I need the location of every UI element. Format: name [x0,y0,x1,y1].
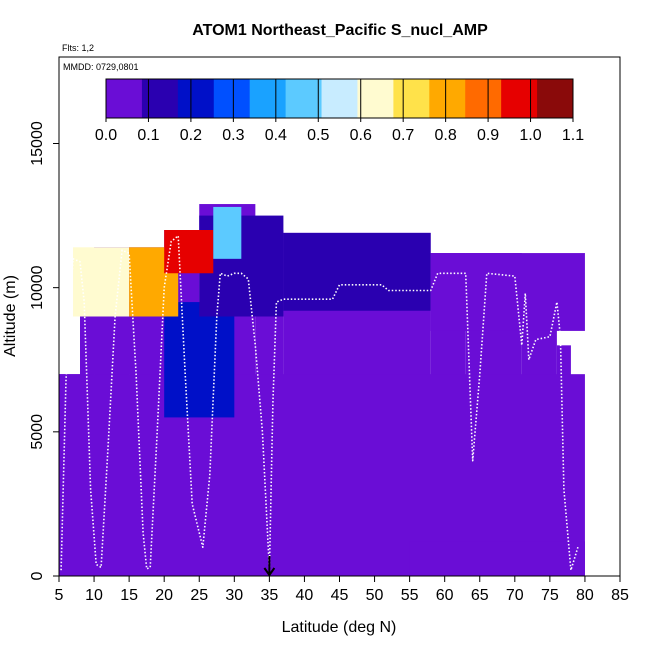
colorbar-swatch [501,79,538,118]
marker-arrow-head [263,567,276,577]
colorbar-swatch [141,79,179,118]
x-tick-label: 50 [366,587,384,604]
y-tick-label: 10000 [29,265,46,310]
x-tick-label: 35 [260,587,278,604]
y-axis: 0 5000 10000 15000 [29,121,60,580]
flights-label: Flts: 1,2 [62,43,94,53]
colorbar-swatch [321,79,358,118]
colorbar-swatch [429,79,466,118]
heatmap-cell [164,302,235,418]
x-tick-label: 30 [225,587,243,604]
colorbar-swatch [285,79,323,118]
heatmap-cell [213,206,242,259]
x-tick-label: 80 [576,587,594,604]
x-tick-label: 55 [401,587,419,604]
colorbar-tick-label: 0.1 [137,127,159,144]
colorbar-tick-label: 0.8 [435,127,457,144]
colorbar-swatch [465,79,502,118]
y-tick-label: 0 [29,571,46,580]
x-tick-label: 10 [85,587,103,604]
x-axis: 5 10 15 20 25 30 35 40 45 50 55 60 65 70 75 80 85 [55,575,629,604]
x-tick-label: 60 [436,587,454,604]
colorbar-tick-label: 0.7 [392,127,414,144]
plot-layer [59,204,585,577]
chart-title: ATOM1 Northeast_Pacific S_nucl_AMP [192,22,488,39]
x-tick-label: 15 [120,587,138,604]
colorbar-tick-label: 1.1 [562,127,584,144]
heatmap-cell [430,253,585,331]
colorbar-tick-label: 0.2 [180,127,202,144]
colorbar-tick-label: 1.0 [519,127,541,144]
heatmap-cell [409,541,585,576]
colorbar-tick-label: 0.5 [307,127,329,144]
heatmap-cell [283,232,431,311]
colorbar-tick-label: 0.0 [95,127,117,144]
x-tick-label: 75 [541,587,559,604]
x-tick-label: 70 [506,587,524,604]
y-tick-label: 5000 [29,414,46,450]
x-tick-label: 85 [611,587,629,604]
colorbar-tick-label: 0.6 [350,127,372,144]
y-axis-label: Altitude (m) [2,275,19,357]
heatmap-cell [164,230,214,274]
colorbar-swatch [249,79,287,118]
colorbar-swatch [213,79,251,118]
date-label: MMDD: 0729,0801 [63,62,139,72]
colorbar-tick-label: 0.4 [265,127,287,144]
x-tick-label: 5 [55,587,64,604]
colorbar-swatch [106,79,143,118]
colorbar-swatch [393,79,430,118]
x-axis-label: Latitude (deg N) [282,619,397,636]
colorbar-tick-label: 0.3 [222,127,244,144]
latitude-marker [263,556,276,577]
colorbar-swatch [357,79,394,118]
flight-track [60,235,579,572]
colorbar-tick-label: 0.9 [477,127,499,144]
x-tick-label: 40 [296,587,314,604]
colorbar: 0.0 0.1 0.2 0.3 0.4 0.5 0.6 0.7 0.8 0.9 1.0 1.1 [95,78,584,144]
colorbar-swatch [537,79,574,118]
y-tick-label: 15000 [29,121,46,166]
colorbar-swatch [177,79,215,118]
x-tick-label: 45 [331,587,349,604]
x-tick-label: 65 [471,587,489,604]
x-tick-label: 25 [190,587,208,604]
x-tick-label: 20 [155,587,173,604]
